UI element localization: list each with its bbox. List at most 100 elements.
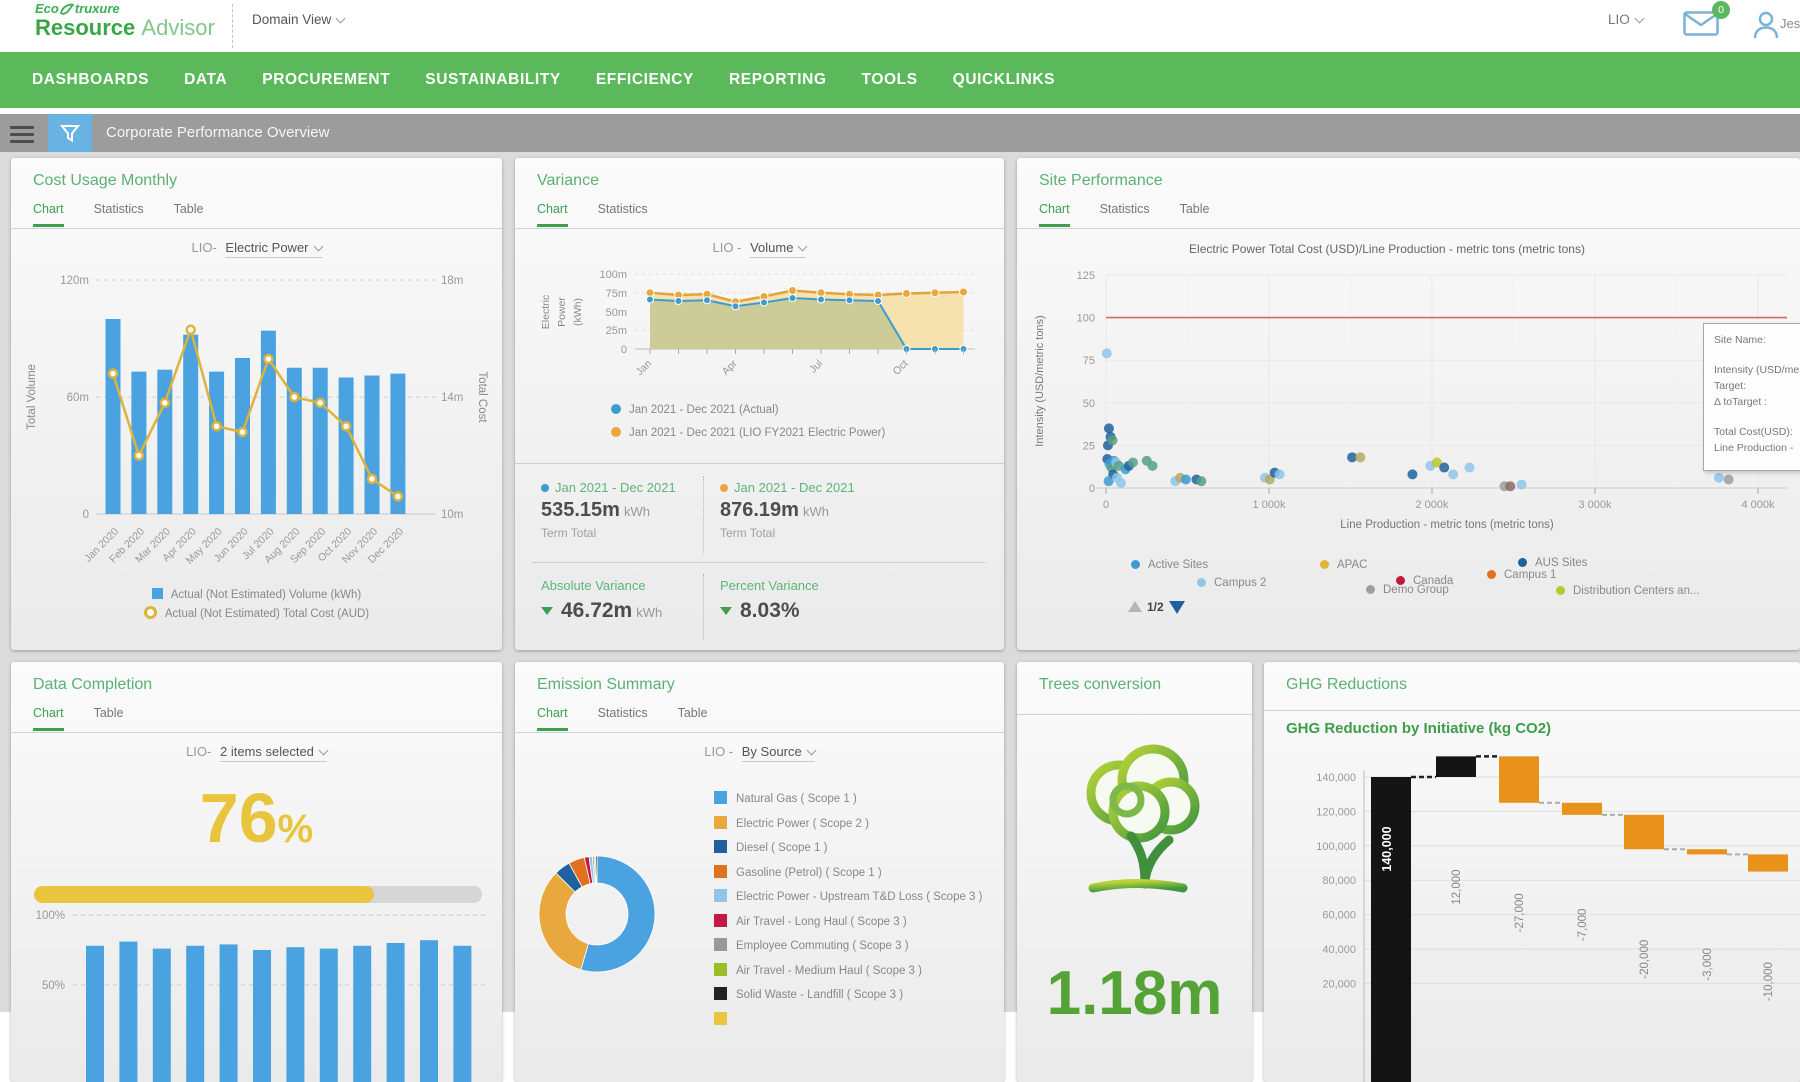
tab-chart[interactable]: Chart bbox=[33, 706, 64, 731]
emission-legend-item[interactable]: Electric Power ( Scope 2 ) bbox=[714, 815, 869, 830]
actual-point[interactable] bbox=[731, 302, 740, 311]
tab-chart[interactable]: Chart bbox=[33, 202, 64, 227]
emission-selector[interactable]: LIO - By Source bbox=[515, 744, 1004, 762]
completion-bar[interactable] bbox=[353, 945, 372, 1082]
variance-series-selector[interactable]: LIO - Volume bbox=[515, 240, 1004, 258]
completion-bar[interactable] bbox=[86, 945, 104, 1082]
completion-bar[interactable] bbox=[186, 945, 205, 1082]
nav-item-procurement[interactable]: PROCUREMENT bbox=[262, 71, 391, 88]
completion-selector[interactable]: LIO- 2 items selected bbox=[11, 744, 502, 762]
cost-point[interactable] bbox=[392, 491, 404, 502]
scatter-point[interactable] bbox=[1103, 476, 1114, 487]
page-down-icon[interactable] bbox=[1168, 601, 1185, 614]
menu-button[interactable] bbox=[10, 122, 36, 144]
scatter-point[interactable] bbox=[1147, 460, 1158, 471]
emission-legend-item[interactable]: Air Travel - Long Haul ( Scope 3 ) bbox=[714, 913, 907, 928]
cost-point[interactable] bbox=[289, 391, 300, 403]
domain-view-dropdown[interactable]: Domain View bbox=[252, 12, 346, 27]
org-dropdown[interactable]: LIO bbox=[1608, 12, 1645, 27]
target-point[interactable] bbox=[902, 289, 911, 298]
scatter-point[interactable] bbox=[1464, 462, 1475, 473]
scatter-point[interactable] bbox=[1407, 469, 1418, 480]
actual-point[interactable] bbox=[703, 296, 711, 305]
nav-item-reporting[interactable]: REPORTING bbox=[729, 71, 827, 88]
actual-point[interactable] bbox=[674, 297, 683, 305]
actual-point[interactable] bbox=[646, 295, 654, 304]
tab-chart[interactable]: Chart bbox=[537, 202, 568, 227]
nav-item-quicklinks[interactable]: QUICKLINKS bbox=[952, 71, 1056, 88]
emission-legend-item[interactable]: Solid Waste - Landfill ( Scope 3 ) bbox=[714, 987, 903, 1001]
target-point[interactable] bbox=[930, 288, 940, 298]
scatter-point[interactable] bbox=[1127, 457, 1138, 468]
completion-bar[interactable] bbox=[219, 944, 238, 1082]
tab-table[interactable]: Table bbox=[93, 706, 124, 720]
user-menu[interactable] bbox=[1752, 10, 1780, 45]
cost-point[interactable] bbox=[237, 426, 248, 438]
tab-statistics[interactable]: Statistics bbox=[93, 202, 144, 216]
emission-legend-item[interactable]: Natural Gas ( Scope 1 ) bbox=[714, 791, 857, 805]
filter-button[interactable] bbox=[48, 114, 92, 152]
volume-bar[interactable] bbox=[105, 319, 121, 514]
tab-chart[interactable]: Chart bbox=[537, 706, 568, 731]
waterfall-bar[interactable] bbox=[1371, 777, 1411, 1082]
cost-point[interactable] bbox=[107, 368, 119, 379]
volume-bar[interactable] bbox=[131, 371, 147, 514]
scatter-point[interactable] bbox=[1101, 348, 1112, 359]
scatter-legend-campus-1[interactable]: Campus 1 bbox=[1487, 569, 1556, 581]
scatter-point[interactable] bbox=[1196, 476, 1207, 487]
scatter-point[interactable] bbox=[1107, 435, 1118, 446]
scatter-point[interactable] bbox=[1347, 452, 1358, 463]
completion-bar[interactable] bbox=[420, 940, 438, 1082]
cost-point[interactable] bbox=[340, 421, 352, 432]
waterfall-bar[interactable] bbox=[1687, 849, 1727, 855]
completion-bar[interactable] bbox=[286, 947, 305, 1082]
nav-item-efficiency[interactable]: EFFICIENCY bbox=[595, 71, 694, 88]
scatter-point[interactable] bbox=[1516, 479, 1527, 490]
tab-table[interactable]: Table bbox=[1179, 202, 1210, 216]
volume-bar[interactable] bbox=[260, 330, 276, 514]
scatter-point[interactable] bbox=[1180, 474, 1191, 485]
mail-button[interactable] bbox=[1683, 10, 1723, 40]
scatter-point[interactable] bbox=[1505, 481, 1516, 492]
scatter-legend-canada[interactable]: Canada bbox=[1396, 575, 1453, 587]
nav-item-dashboards[interactable]: DASHBOARDS bbox=[32, 71, 150, 88]
actual-point[interactable] bbox=[760, 298, 768, 307]
target-point[interactable] bbox=[788, 286, 797, 295]
nav-item-tools[interactable]: TOOLS bbox=[861, 71, 918, 88]
actual-point[interactable] bbox=[788, 294, 797, 302]
waterfall-bar[interactable] bbox=[1499, 756, 1539, 803]
completion-bar[interactable] bbox=[453, 945, 472, 1082]
volume-bar[interactable] bbox=[364, 375, 380, 514]
waterfall-bar[interactable] bbox=[1436, 756, 1476, 777]
scatter-point[interactable] bbox=[1115, 477, 1126, 488]
volume-bar[interactable] bbox=[390, 373, 406, 514]
volume-bar[interactable] bbox=[286, 367, 302, 514]
nav-item-sustainability[interactable]: SUSTAINABILITY bbox=[425, 71, 561, 88]
emission-legend-item[interactable]: Gasoline (Petrol) ( Scope 1 ) bbox=[714, 864, 882, 879]
volume-bar[interactable] bbox=[183, 334, 199, 514]
scatter-legend-aus-sites[interactable]: AUS Sites bbox=[1518, 557, 1587, 569]
tab-table[interactable]: Table bbox=[677, 706, 708, 720]
nav-item-data[interactable]: DATA bbox=[184, 71, 228, 88]
cost-point[interactable] bbox=[366, 473, 378, 485]
completion-bar[interactable] bbox=[253, 950, 271, 1082]
waterfall-bar[interactable] bbox=[1624, 814, 1664, 850]
scatter-legend-apac[interactable]: APAC bbox=[1320, 559, 1367, 571]
tab-chart[interactable]: Chart bbox=[1039, 202, 1070, 227]
scatter-point[interactable] bbox=[1439, 462, 1450, 473]
volume-bar[interactable] bbox=[209, 371, 225, 514]
waterfall-bar[interactable] bbox=[1562, 802, 1602, 815]
completion-bar[interactable] bbox=[386, 943, 405, 1082]
tab-statistics[interactable]: Statistics bbox=[597, 706, 648, 720]
scatter-point[interactable] bbox=[1103, 423, 1114, 434]
cost-point[interactable] bbox=[314, 397, 326, 409]
volume-bar[interactable] bbox=[338, 377, 354, 515]
page-up-icon[interactable] bbox=[1128, 601, 1142, 612]
cost-point[interactable] bbox=[263, 353, 274, 365]
donut-slice[interactable] bbox=[580, 855, 656, 973]
cost-series-selector[interactable]: LIO- Electric Power bbox=[11, 240, 502, 258]
scatter-point[interactable] bbox=[1448, 469, 1459, 480]
waterfall-bar[interactable] bbox=[1748, 854, 1788, 872]
emission-legend-item[interactable]: Electric Power - Upstream T&D Loss ( Sco… bbox=[714, 889, 982, 903]
cost-point[interactable] bbox=[211, 421, 222, 432]
